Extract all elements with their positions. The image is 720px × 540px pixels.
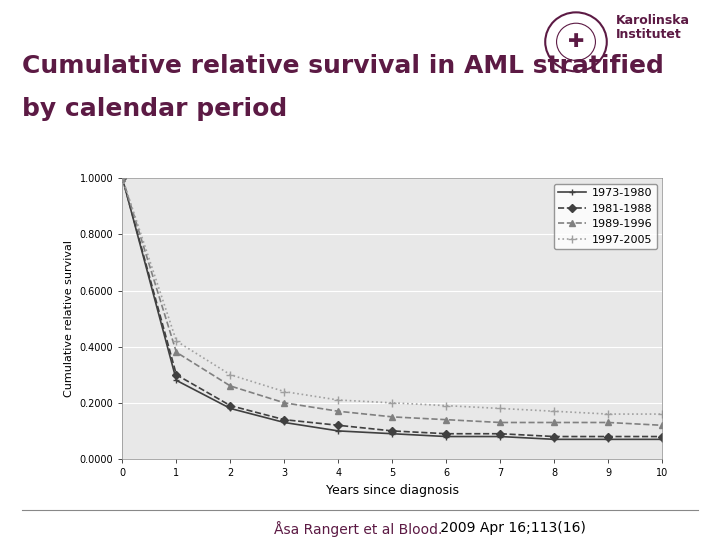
Text: by calendar period: by calendar period bbox=[22, 97, 287, 121]
1973-1980 bbox=[388, 430, 397, 437]
1997-2005 bbox=[442, 402, 451, 409]
1997-2005 bbox=[550, 408, 559, 415]
1989-1996 bbox=[226, 383, 235, 389]
1997-2005 bbox=[388, 400, 397, 406]
1981-1988 bbox=[604, 433, 613, 440]
1997-2005 bbox=[226, 372, 235, 378]
1973-1980 bbox=[604, 436, 613, 443]
1981-1988 bbox=[280, 416, 289, 423]
Text: Karolinska
Institutet: Karolinska Institutet bbox=[616, 14, 690, 42]
Text: Åsa Rangert et al Blood.: Åsa Rangert et al Blood. bbox=[274, 521, 442, 537]
1973-1980 bbox=[550, 436, 559, 443]
1981-1988 bbox=[442, 430, 451, 437]
1981-1988 bbox=[118, 175, 127, 181]
1989-1996 bbox=[550, 419, 559, 426]
1997-2005 bbox=[658, 411, 667, 417]
1981-1988 bbox=[496, 430, 505, 437]
1989-1996 bbox=[658, 422, 667, 429]
Text: 2009 Apr 16;113(16): 2009 Apr 16;113(16) bbox=[436, 521, 585, 535]
1981-1988 bbox=[550, 433, 559, 440]
1989-1996 bbox=[496, 419, 505, 426]
1989-1996 bbox=[442, 416, 451, 423]
1997-2005 bbox=[334, 397, 343, 403]
X-axis label: Years since diagnosis: Years since diagnosis bbox=[326, 484, 459, 497]
Line: 1973-1980: 1973-1980 bbox=[119, 175, 666, 443]
1973-1980 bbox=[226, 405, 235, 411]
1973-1980 bbox=[334, 428, 343, 434]
1997-2005 bbox=[496, 405, 505, 411]
Line: 1981-1988: 1981-1988 bbox=[120, 176, 665, 440]
1973-1980 bbox=[658, 436, 667, 443]
1989-1996 bbox=[280, 400, 289, 406]
1981-1988 bbox=[388, 428, 397, 434]
1973-1980 bbox=[280, 419, 289, 426]
1973-1980 bbox=[496, 433, 505, 440]
1981-1988 bbox=[658, 433, 667, 440]
1981-1988 bbox=[334, 422, 343, 429]
1973-1980 bbox=[118, 175, 127, 181]
1973-1980 bbox=[442, 433, 451, 440]
1981-1988 bbox=[226, 402, 235, 409]
1989-1996 bbox=[172, 349, 181, 355]
1989-1996 bbox=[604, 419, 613, 426]
Y-axis label: Cumulative relative survival: Cumulative relative survival bbox=[64, 240, 74, 397]
1997-2005 bbox=[118, 175, 127, 181]
1973-1980 bbox=[172, 377, 181, 383]
1997-2005 bbox=[604, 411, 613, 417]
1997-2005 bbox=[280, 388, 289, 395]
1997-2005 bbox=[172, 338, 181, 345]
Line: 1989-1996: 1989-1996 bbox=[119, 175, 666, 429]
Line: 1997-2005: 1997-2005 bbox=[118, 174, 667, 418]
Text: Cumulative relative survival in AML stratified: Cumulative relative survival in AML stra… bbox=[22, 54, 663, 78]
Legend: 1973-1980, 1981-1988, 1989-1996, 1997-2005: 1973-1980, 1981-1988, 1989-1996, 1997-20… bbox=[554, 184, 657, 249]
Text: ✚: ✚ bbox=[568, 32, 584, 51]
1989-1996 bbox=[118, 175, 127, 181]
1981-1988 bbox=[172, 372, 181, 378]
1989-1996 bbox=[334, 408, 343, 415]
1989-1996 bbox=[388, 414, 397, 420]
